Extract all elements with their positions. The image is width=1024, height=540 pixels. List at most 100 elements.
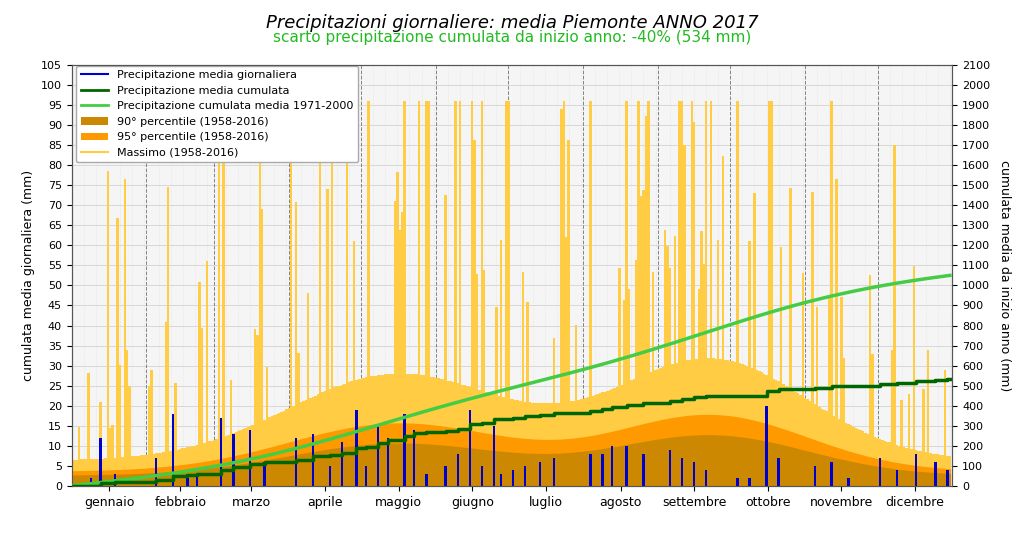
- Bar: [165, 322, 167, 486]
- Bar: [128, 386, 131, 486]
- Bar: [601, 393, 604, 486]
- Bar: [848, 478, 850, 486]
- Bar: [705, 470, 708, 486]
- Bar: [754, 192, 756, 486]
- Bar: [683, 145, 686, 486]
- Bar: [329, 466, 331, 486]
- Bar: [893, 145, 896, 486]
- Bar: [263, 420, 266, 486]
- Bar: [664, 230, 667, 486]
- Bar: [862, 431, 864, 486]
- Bar: [490, 394, 493, 486]
- Bar: [99, 402, 101, 486]
- Bar: [244, 428, 247, 486]
- Bar: [524, 466, 526, 486]
- Bar: [500, 474, 503, 486]
- Bar: [777, 458, 780, 486]
- Bar: [210, 441, 213, 486]
- Bar: [507, 101, 510, 486]
- Bar: [176, 449, 179, 486]
- Bar: [546, 403, 548, 486]
- Bar: [297, 353, 300, 486]
- Bar: [452, 382, 454, 486]
- Bar: [806, 400, 809, 486]
- Bar: [818, 407, 821, 486]
- Bar: [462, 384, 464, 486]
- Bar: [469, 387, 471, 486]
- Bar: [845, 423, 848, 486]
- Bar: [309, 398, 311, 486]
- Bar: [394, 201, 396, 486]
- Bar: [830, 101, 833, 486]
- Bar: [457, 454, 459, 486]
- Y-axis label: cumulata media da inizio anno (mm): cumulata media da inizio anno (mm): [998, 160, 1011, 391]
- Bar: [864, 433, 866, 486]
- Bar: [83, 460, 85, 486]
- Bar: [106, 171, 110, 486]
- Bar: [869, 275, 871, 486]
- Bar: [311, 434, 314, 486]
- Bar: [914, 454, 918, 486]
- Bar: [365, 466, 368, 486]
- Bar: [162, 452, 165, 486]
- Bar: [437, 378, 439, 486]
- Bar: [720, 359, 722, 486]
- Bar: [199, 282, 201, 486]
- Bar: [790, 188, 792, 486]
- Bar: [145, 455, 147, 486]
- Bar: [232, 433, 234, 486]
- Bar: [355, 410, 357, 486]
- Bar: [425, 474, 428, 486]
- Bar: [654, 370, 656, 486]
- Bar: [99, 438, 101, 486]
- Bar: [263, 462, 266, 486]
- Bar: [905, 448, 907, 486]
- Bar: [281, 411, 283, 486]
- Bar: [780, 247, 782, 486]
- Bar: [645, 116, 647, 486]
- Bar: [293, 406, 295, 486]
- Bar: [560, 110, 562, 486]
- Bar: [208, 441, 210, 486]
- Bar: [222, 149, 225, 486]
- Bar: [787, 387, 790, 486]
- Bar: [406, 374, 409, 486]
- Bar: [409, 374, 411, 486]
- Bar: [838, 418, 840, 486]
- Bar: [736, 478, 738, 486]
- Bar: [487, 393, 490, 486]
- Bar: [731, 361, 734, 486]
- Bar: [914, 450, 918, 486]
- Bar: [220, 437, 222, 486]
- Bar: [101, 458, 104, 486]
- Bar: [295, 202, 297, 486]
- Bar: [382, 375, 384, 486]
- Bar: [621, 384, 623, 486]
- Bar: [541, 403, 544, 486]
- Bar: [473, 140, 476, 486]
- Bar: [589, 454, 592, 486]
- Bar: [836, 179, 838, 486]
- Bar: [877, 438, 879, 486]
- Bar: [169, 451, 172, 486]
- Bar: [946, 456, 948, 486]
- Bar: [493, 394, 496, 486]
- Bar: [420, 375, 423, 486]
- Bar: [469, 410, 471, 486]
- Bar: [184, 448, 186, 486]
- Bar: [900, 400, 903, 486]
- Bar: [729, 361, 731, 486]
- Bar: [585, 398, 587, 486]
- Bar: [859, 430, 862, 486]
- Bar: [727, 360, 729, 486]
- Bar: [345, 101, 348, 486]
- Bar: [114, 458, 117, 486]
- Bar: [196, 474, 199, 486]
- Bar: [247, 427, 249, 486]
- Bar: [311, 397, 314, 486]
- Bar: [772, 379, 775, 486]
- Bar: [611, 389, 613, 486]
- Bar: [652, 272, 654, 486]
- Bar: [697, 289, 700, 486]
- Bar: [476, 274, 478, 486]
